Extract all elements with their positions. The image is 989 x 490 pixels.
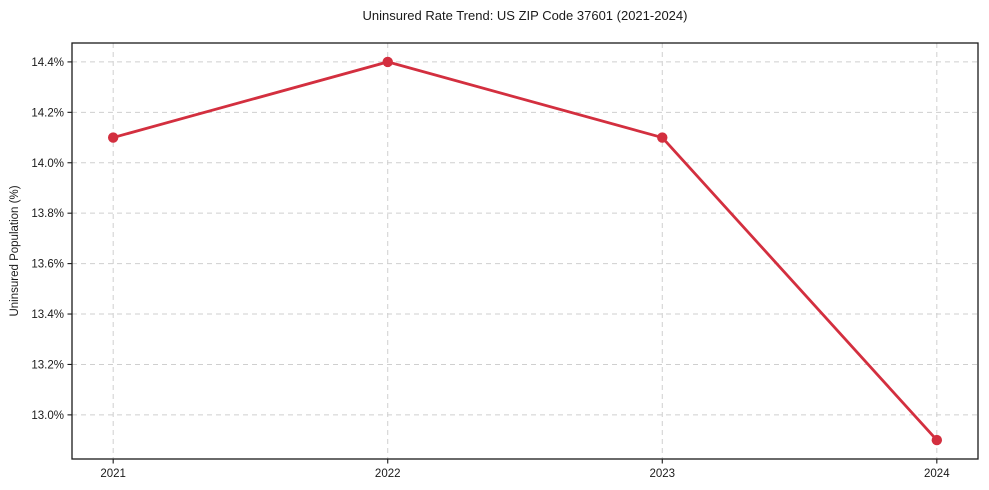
- y-tick-label: 13.8%: [31, 208, 64, 220]
- chart-title: Uninsured Rate Trend: US ZIP Code 37601 …: [362, 8, 688, 23]
- data-point: [107, 132, 119, 143]
- y-tick-label: 14.2%: [31, 107, 64, 119]
- trend-line: [111, 60, 939, 442]
- x-tick-label: 2023: [649, 468, 675, 480]
- x-tick-label: 2022: [375, 468, 401, 480]
- y-tick-label: 13.0%: [31, 410, 64, 422]
- data-point: [657, 132, 668, 143]
- x-tick-label: 2021: [100, 468, 126, 480]
- y-tick-label: 14.4%: [31, 57, 64, 69]
- plot-border: [71, 42, 979, 460]
- y-tick-label: 13.2%: [31, 359, 64, 371]
- data-point: [931, 434, 943, 446]
- data-point: [382, 56, 393, 68]
- y-tick-label: 13.4%: [31, 309, 64, 321]
- y-tick-label: 14.0%: [31, 158, 64, 170]
- y-tick-label: 13.6%: [31, 259, 64, 271]
- x-tick-label: 2024: [924, 468, 950, 480]
